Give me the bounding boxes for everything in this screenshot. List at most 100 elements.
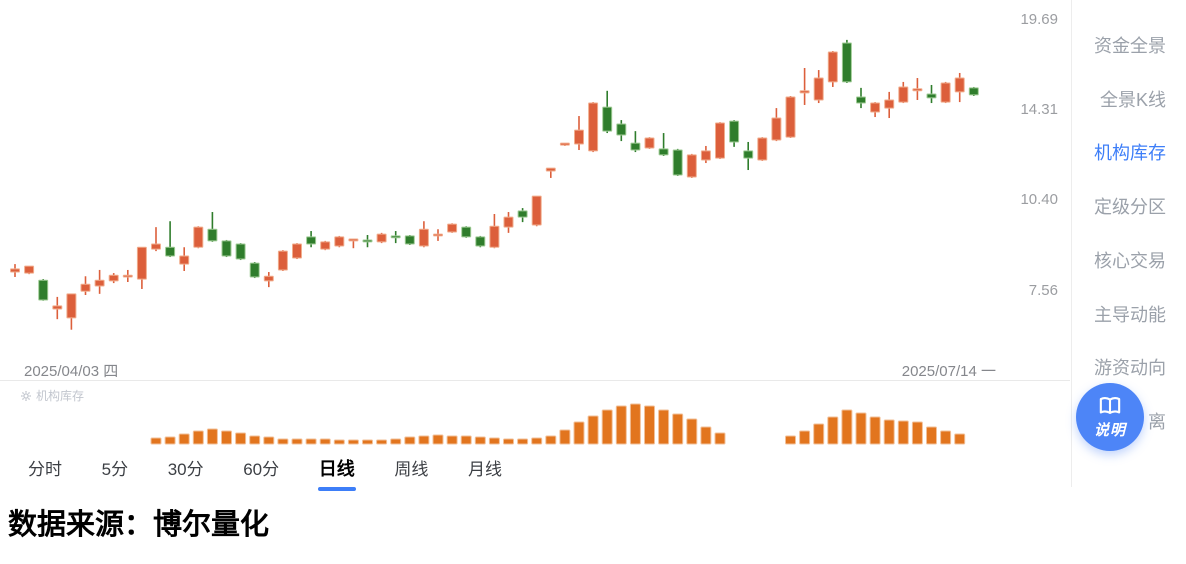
inventory-bar — [305, 438, 317, 445]
candle-body — [193, 226, 204, 248]
candle-body — [122, 274, 133, 278]
inventory-bar — [799, 430, 811, 445]
horizontal-divider — [0, 380, 1070, 381]
inventory-bar — [714, 432, 726, 445]
candle-body — [390, 235, 401, 239]
inventory-bar — [474, 436, 486, 445]
candle-body — [827, 51, 838, 83]
candle-body — [813, 77, 824, 101]
candle-body — [151, 243, 161, 250]
inventory-bar — [432, 434, 444, 445]
sidebar-item-核心交易[interactable]: 核心交易 — [1094, 250, 1166, 271]
candle-body — [249, 262, 260, 278]
candle-body — [165, 246, 176, 257]
inventory-bar — [263, 436, 275, 445]
candle-body — [207, 228, 218, 242]
inventory-bar — [291, 438, 303, 445]
candle-body — [38, 279, 49, 301]
inventory-bar — [249, 435, 261, 445]
candle-body — [700, 150, 711, 161]
inventory-bar — [686, 418, 698, 445]
candle-body — [52, 305, 63, 310]
inventory-bar — [277, 438, 289, 445]
inventory-bar — [319, 438, 331, 445]
inventory-bar — [362, 439, 373, 445]
inventory-bar — [178, 433, 190, 445]
tab-30分[interactable]: 30分 — [167, 460, 204, 479]
sidebar-item-全景K线[interactable]: 全景K线 — [1099, 89, 1166, 110]
candle-body — [475, 236, 486, 247]
sidebar-item-定级分区[interactable]: 定级分区 — [1094, 197, 1166, 218]
vertical-divider — [1071, 0, 1072, 487]
candle-body — [729, 120, 740, 143]
tab-5分[interactable]: 5分 — [101, 460, 129, 479]
candle-body — [672, 149, 683, 176]
inventory-bar — [629, 403, 641, 445]
candle-body — [433, 233, 443, 237]
candle-body — [376, 233, 387, 243]
period-tab-bar: 分时 5分 30分 60分 日线 周线 月线 — [26, 453, 504, 491]
help-button[interactable]: 说明 — [1076, 383, 1144, 451]
candle-body — [531, 195, 542, 226]
candle-body — [771, 117, 782, 141]
tab-月线[interactable]: 月线 — [467, 460, 502, 479]
candle-body — [686, 154, 697, 178]
inventory-bar — [404, 436, 416, 445]
subchart-label-text: 机构库存 — [36, 389, 85, 403]
sidebar-item-离[interactable]: 离 — [1148, 411, 1166, 432]
candle-body — [348, 238, 359, 242]
open-book-icon — [1096, 395, 1124, 417]
tab-日线[interactable]: 日线 — [317, 453, 357, 491]
candle-body — [517, 210, 528, 218]
candlestick-chart[interactable] — [0, 0, 1070, 448]
inventory-bar — [488, 437, 500, 445]
candle-body — [545, 167, 556, 172]
inventory-bar — [333, 439, 345, 445]
candle-body — [461, 226, 472, 238]
candle-body — [658, 148, 669, 156]
candle-body — [968, 87, 979, 96]
candle-body — [263, 275, 274, 282]
candle-body — [559, 142, 570, 146]
candle-body — [856, 96, 866, 104]
sidebar-item-资金全景[interactable]: 资金全景 — [1094, 36, 1166, 56]
candle-body — [912, 88, 923, 92]
candle-body — [799, 90, 810, 94]
inventory-bar — [940, 430, 952, 445]
inventory-bar — [911, 421, 923, 445]
subchart-label[interactable]: 机构库存 — [20, 387, 84, 404]
candle-body — [616, 123, 627, 136]
candle-body — [489, 225, 500, 248]
inventory-bar — [813, 423, 825, 445]
inventory-bar — [531, 437, 543, 445]
sidebar-item-游资动向[interactable]: 游资动向 — [1094, 358, 1166, 379]
inventory-bar — [517, 438, 529, 445]
inventory-bar — [418, 435, 430, 445]
inventory-bar — [785, 435, 796, 445]
tab-分时[interactable]: 分时 — [28, 460, 62, 479]
inventory-bar — [587, 415, 599, 445]
candle-body — [954, 77, 965, 93]
inventory-bar — [672, 413, 684, 445]
axis-end-date: 2025/07/14 一 — [901, 363, 996, 380]
candle-body — [221, 240, 232, 257]
inventory-bar — [883, 419, 895, 445]
candle-body — [898, 86, 909, 103]
tab-周线[interactable]: 周线 — [394, 460, 429, 479]
data-source-text: 数据来源：博尔量化 — [8, 509, 270, 541]
inventory-bar — [954, 433, 966, 445]
sidebar-item-主导动能[interactable]: 主导动能 — [1094, 304, 1166, 325]
gear-icon[interactable] — [20, 390, 32, 402]
candle-body — [785, 96, 796, 138]
candle-body — [940, 82, 951, 103]
inventory-bar — [221, 430, 232, 445]
sidebar-item-机构库存[interactable]: 机构库存 — [1094, 143, 1166, 164]
candle-body — [574, 129, 584, 145]
candle-body — [292, 243, 302, 259]
candle-body — [94, 279, 105, 287]
inventory-bar — [376, 439, 388, 445]
candle-body — [588, 102, 599, 152]
tab-60分[interactable]: 60分 — [243, 460, 280, 479]
axis-start-date: 2025/04/03 四 — [24, 363, 119, 380]
